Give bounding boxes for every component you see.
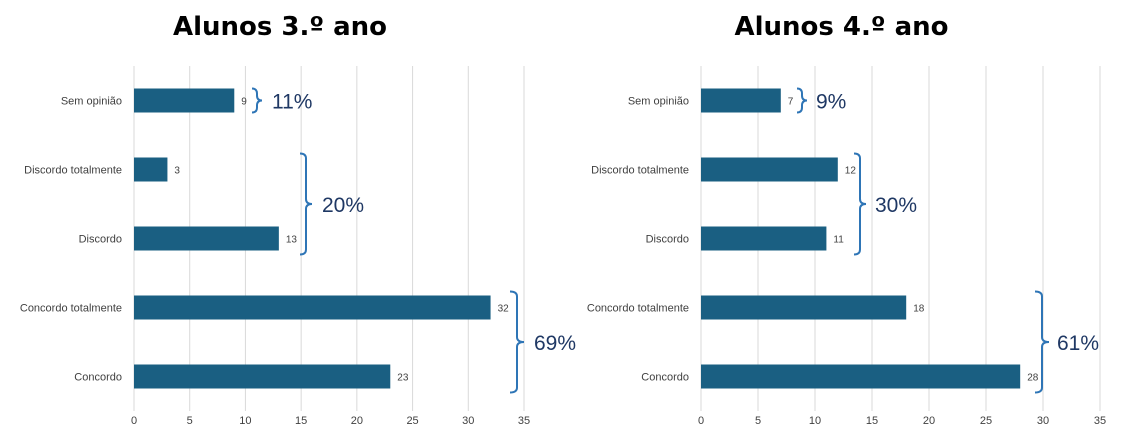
percentage-label: 30% — [875, 194, 917, 217]
category-label: Concordo totalmente — [20, 303, 122, 315]
data-label: 18 — [913, 304, 925, 315]
bracket — [853, 152, 867, 256]
chart-3-ano: Alunos 3.º ano 0 5 10 15 20 25 30 35 Sem opinião… — [0, 0, 576, 433]
bar — [134, 226, 279, 251]
chart-title: Alunos 4.º ano — [734, 12, 949, 42]
category-label: Concordo — [641, 372, 689, 384]
data-label: 9 — [241, 97, 247, 108]
bar — [134, 157, 168, 182]
data-label: 32 — [498, 304, 510, 315]
data-label: 13 — [286, 235, 298, 246]
category-label: Discordo — [79, 234, 122, 246]
percentage-label: 9% — [816, 91, 846, 114]
data-label: 7 — [788, 97, 794, 108]
x-tick-label: 30 — [462, 415, 474, 427]
category-label: Sem opinião — [628, 96, 689, 108]
x-tick-label: 5 — [755, 415, 761, 427]
category-label: Discordo totalmente — [24, 165, 122, 177]
bar — [701, 226, 827, 251]
x-tick-label: 10 — [239, 415, 251, 427]
category-label: Discordo — [646, 234, 689, 246]
chart-title: Alunos 3.º ano — [172, 12, 388, 42]
x-tick-label: 20 — [351, 415, 363, 427]
data-label: 28 — [1027, 373, 1039, 384]
chart-4-ano-plot: 0 5 10 15 20 25 30 35 Sem opinião 7 Discordo total… — [587, 66, 1106, 427]
bar — [701, 295, 907, 320]
category-label: Concordo totalmente — [587, 303, 689, 315]
bracket — [796, 87, 808, 114]
x-tick-label: 25 — [406, 415, 418, 427]
x-tick-label: 35 — [1094, 415, 1106, 427]
x-tick-label: 5 — [187, 415, 193, 427]
data-label: 11 — [833, 235, 844, 246]
category-label: Discordo totalmente — [591, 165, 689, 177]
bar — [701, 88, 781, 113]
bracket — [1034, 290, 1050, 394]
data-label: 12 — [845, 166, 857, 177]
category-label: Sem opinião — [61, 96, 122, 108]
x-tick-label: 0 — [698, 415, 704, 427]
x-tick-label: 30 — [1037, 415, 1049, 427]
bar — [134, 364, 391, 389]
percentage-label: 61% — [1057, 332, 1099, 355]
x-tick-label: 35 — [518, 415, 530, 427]
category-label: Concordo — [74, 372, 122, 384]
x-tick-label: 15 — [866, 415, 878, 427]
percentage-label: 11% — [272, 91, 312, 114]
data-label: 23 — [397, 373, 409, 384]
bracket — [509, 290, 525, 394]
x-tick-label: 20 — [923, 415, 935, 427]
bar — [134, 295, 491, 320]
x-tick-label: 25 — [980, 415, 992, 427]
x-tick-label: 10 — [809, 415, 821, 427]
x-tick-label: 0 — [131, 415, 137, 427]
percentage-label: 69% — [534, 332, 576, 355]
bracket — [251, 87, 263, 114]
bar — [134, 88, 235, 113]
chart-4-ano: Alunos 4.º ano 0 5 10 15 20 25 30 35 Sem opinião… — [561, 0, 1122, 433]
data-label: 3 — [174, 166, 180, 177]
x-tick-label: 15 — [295, 415, 307, 427]
bar — [701, 364, 1021, 389]
percentage-label: 20% — [322, 194, 364, 217]
bar — [701, 157, 838, 182]
bracket — [299, 152, 313, 256]
chart-3-ano-plot: 0 5 10 15 20 25 30 35 Sem opinião 9 Discordo total… — [20, 66, 576, 427]
